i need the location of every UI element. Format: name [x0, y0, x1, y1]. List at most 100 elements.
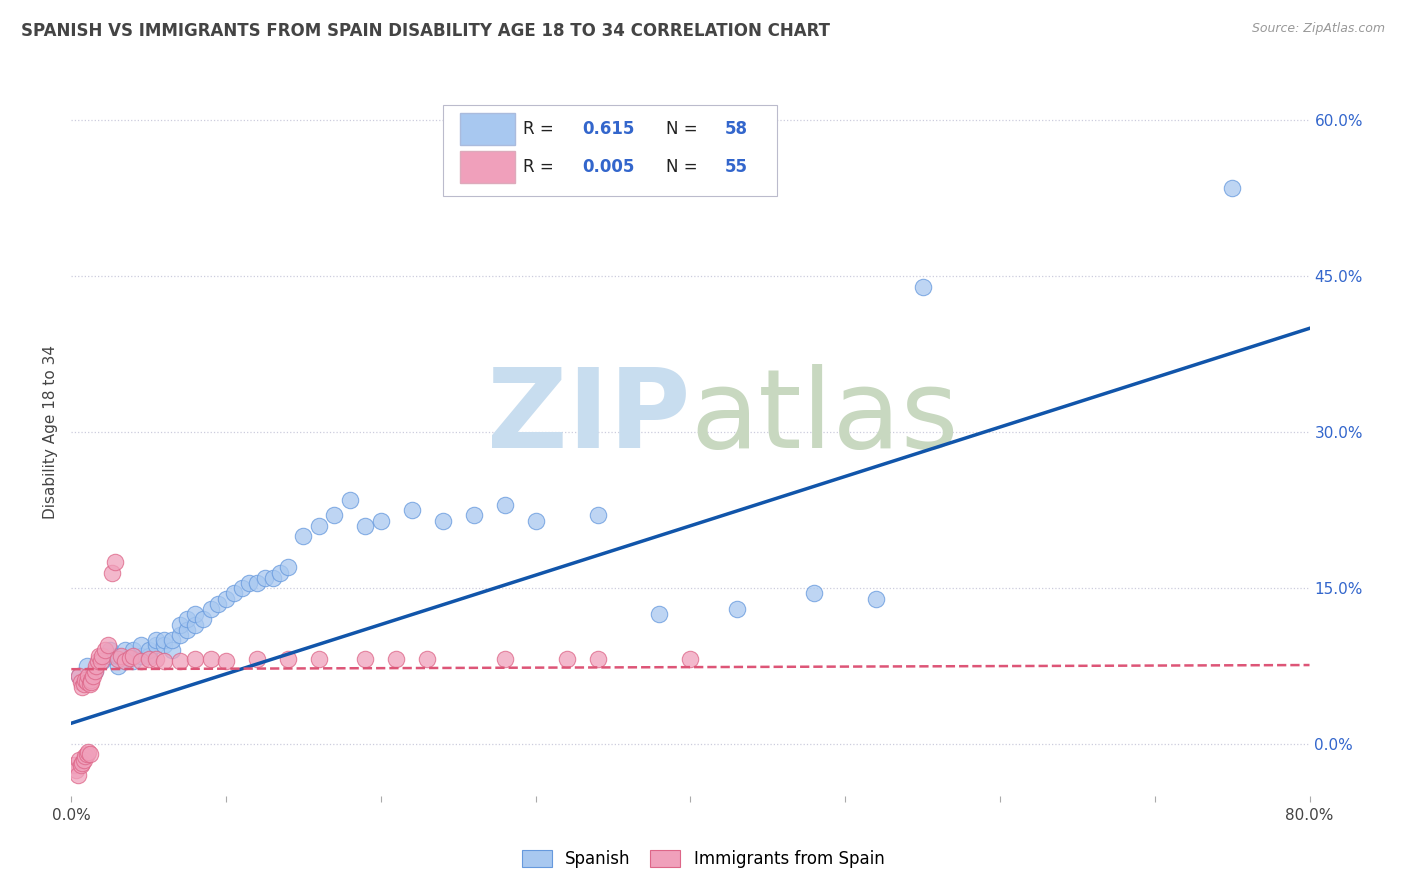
Point: [67, 669, 90, 683]
Point: [277, 560, 299, 574]
Point: [107, 659, 129, 673]
Point: [555, 652, 578, 666]
Point: [803, 586, 825, 600]
Point: [82, 669, 104, 683]
Point: [215, 591, 238, 606]
Text: R =: R =: [523, 158, 560, 176]
Point: [98, 643, 121, 657]
Point: [176, 623, 198, 637]
Point: [432, 514, 454, 528]
Point: [114, 654, 136, 668]
Point: [75, 673, 97, 687]
Point: [354, 652, 377, 666]
Point: [586, 508, 609, 523]
Point: [83, 665, 105, 679]
Text: 0.005: 0.005: [582, 158, 636, 176]
Point: [308, 652, 330, 666]
Point: [97, 638, 120, 652]
Point: [120, 650, 142, 665]
Point: [114, 643, 136, 657]
Point: [184, 607, 207, 621]
Point: [76, 747, 98, 762]
Point: [262, 571, 284, 585]
Point: [75, 749, 97, 764]
Point: [292, 529, 315, 543]
Point: [138, 652, 160, 666]
Point: [69, 674, 91, 689]
Point: [91, 648, 114, 663]
Point: [145, 633, 167, 648]
Point: [73, 677, 96, 691]
Point: [354, 518, 377, 533]
Point: [277, 652, 299, 666]
Point: [107, 652, 129, 666]
Text: 0.615: 0.615: [582, 120, 636, 138]
Point: [63, 757, 86, 772]
Text: N =: N =: [665, 158, 703, 176]
Text: 58: 58: [725, 120, 748, 138]
Text: SPANISH VS IMMIGRANTS FROM SPAIN DISABILITY AGE 18 TO 34 CORRELATION CHART: SPANISH VS IMMIGRANTS FROM SPAIN DISABIL…: [21, 22, 830, 40]
Point: [463, 508, 485, 523]
Point: [222, 586, 245, 600]
Point: [129, 648, 152, 663]
FancyBboxPatch shape: [460, 113, 515, 145]
Point: [100, 566, 122, 580]
Legend: Spanish, Immigrants from Spain: Spanish, Immigrants from Spain: [515, 843, 891, 875]
Point: [191, 612, 214, 626]
FancyBboxPatch shape: [443, 105, 778, 196]
Point: [169, 654, 191, 668]
Point: [77, 745, 100, 759]
Point: [253, 571, 276, 585]
Point: [339, 492, 361, 507]
Point: [1220, 181, 1243, 195]
Point: [269, 566, 291, 580]
Point: [911, 279, 934, 293]
Point: [308, 518, 330, 533]
Point: [77, 669, 100, 683]
Point: [129, 638, 152, 652]
Text: 55: 55: [725, 158, 748, 176]
Point: [160, 633, 183, 648]
Text: atlas: atlas: [690, 364, 959, 471]
Text: N =: N =: [665, 120, 703, 138]
Point: [70, 756, 93, 770]
Point: [725, 602, 748, 616]
Point: [145, 638, 167, 652]
Point: [66, 768, 89, 782]
Point: [89, 648, 111, 663]
Point: [370, 514, 392, 528]
Point: [70, 680, 93, 694]
Point: [160, 643, 183, 657]
Point: [122, 654, 145, 668]
Point: [679, 652, 702, 666]
Point: [385, 652, 408, 666]
Point: [323, 508, 346, 523]
Point: [494, 498, 516, 512]
Point: [138, 643, 160, 657]
Point: [90, 654, 112, 668]
Point: [153, 633, 176, 648]
Point: [184, 617, 207, 632]
Point: [200, 602, 222, 616]
Point: [67, 669, 90, 683]
Point: [184, 652, 207, 666]
Point: [401, 503, 423, 517]
Text: R =: R =: [523, 120, 560, 138]
Point: [169, 628, 191, 642]
Point: [67, 753, 90, 767]
Point: [238, 576, 260, 591]
Point: [176, 612, 198, 626]
Point: [80, 674, 103, 689]
Point: [416, 652, 439, 666]
Point: [84, 659, 107, 673]
Point: [79, 747, 101, 762]
Point: [524, 514, 547, 528]
Point: [138, 648, 160, 663]
Text: Source: ZipAtlas.com: Source: ZipAtlas.com: [1251, 22, 1385, 36]
Point: [246, 652, 269, 666]
Point: [80, 673, 103, 687]
Point: [107, 648, 129, 663]
Point: [494, 652, 516, 666]
Point: [200, 652, 222, 666]
Point: [79, 677, 101, 691]
